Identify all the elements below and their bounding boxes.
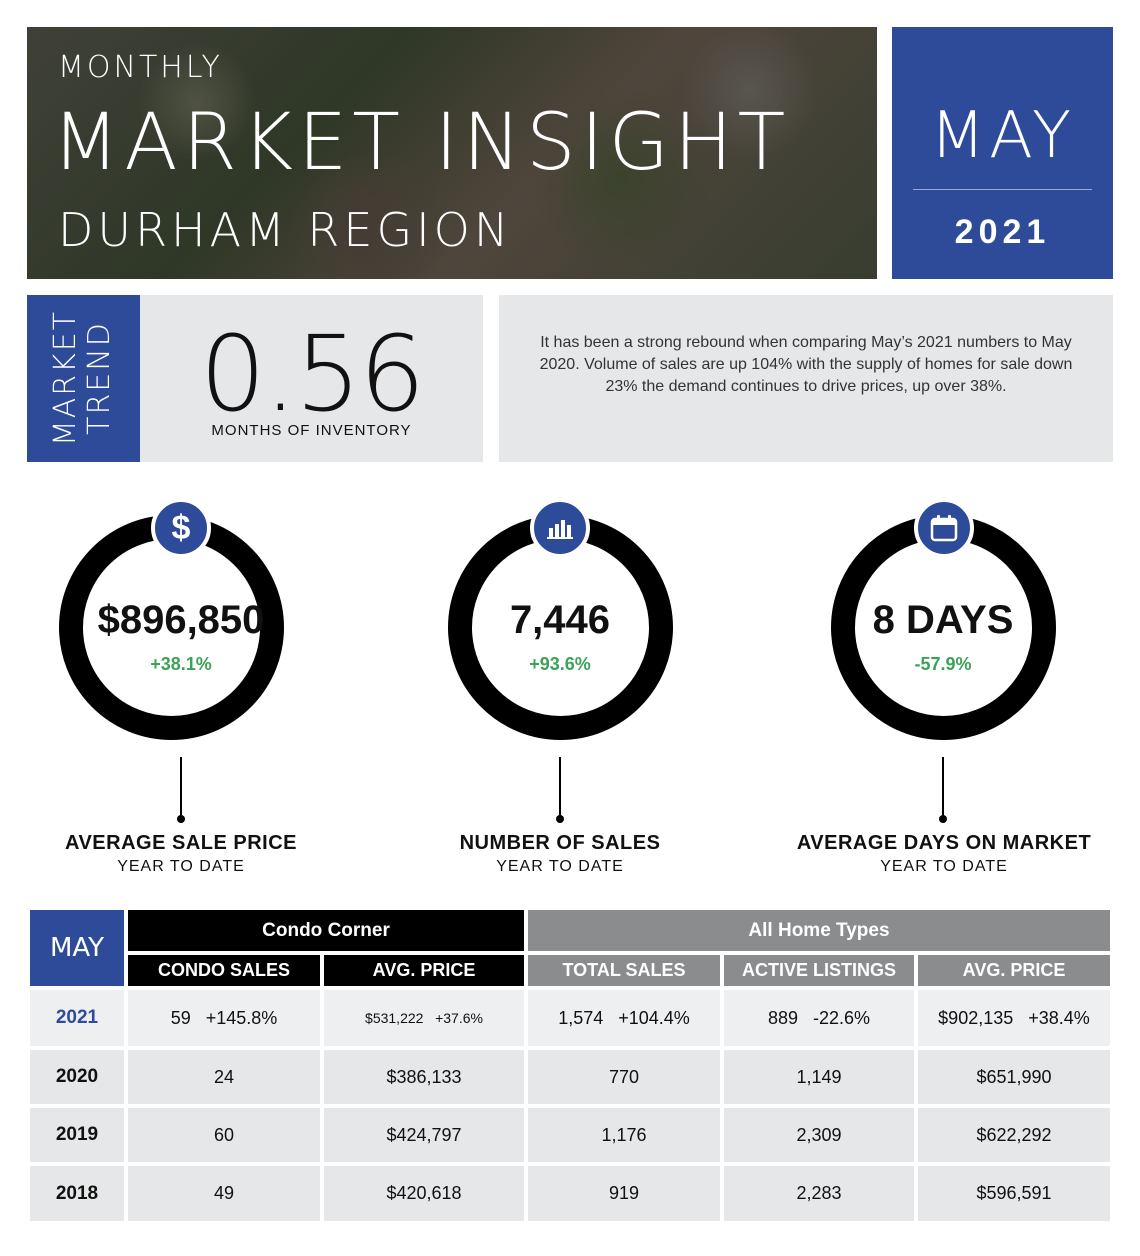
dollar-icon: $: [151, 498, 211, 558]
stat-change-days: -57.9%: [914, 654, 972, 674]
table-cell: $622,292: [918, 1108, 1110, 1162]
stat-value-price: $896,850: [97, 598, 265, 642]
stat-label-price: AVERAGE SALE PRICE: [65, 832, 297, 854]
header-photo-banner: [27, 27, 877, 279]
months-of-inventory-panel: 0.56 MONTHS OF INVENTORY: [140, 295, 483, 462]
stat-connector: [559, 757, 561, 819]
table-cell: $531,222 +37.6%: [324, 990, 524, 1046]
stat-sub-sales: YEAR TO DATE: [496, 858, 624, 875]
table-cell: 2,283: [724, 1166, 914, 1221]
date-month: MAY: [929, 99, 1076, 173]
table-cell: 770: [528, 1050, 720, 1104]
table-cell: 60: [128, 1108, 320, 1162]
date-badge: MAY 2021: [892, 27, 1113, 279]
calendar-icon: [914, 498, 974, 558]
bar-chart-icon: [530, 498, 590, 558]
table-cell: 1,574 +104.4%: [528, 990, 720, 1046]
trend-tag-line-2: TREND: [82, 321, 117, 435]
stat-connector-dot: [556, 815, 564, 823]
stat-connector-dot: [939, 815, 947, 823]
table-cell: 889 -22.6%: [724, 990, 914, 1046]
region-title: DURHAM REGION: [58, 203, 513, 257]
table-corner-month: MAY: [30, 910, 124, 986]
table-cell: 24: [128, 1050, 320, 1104]
stat-connector: [180, 757, 182, 819]
market-summary-text: It has been a strong rebound when compar…: [539, 334, 1073, 395]
stat-value-days: 8 DAYS: [872, 598, 1014, 642]
table-cell: $902,135 +38.4%: [918, 990, 1110, 1046]
market-summary-panel: It has been a strong rebound when compar…: [499, 295, 1113, 462]
table-cell: 2,309: [724, 1108, 914, 1162]
header-eyebrow: MONTHLY: [58, 50, 223, 85]
table-row-year: 2020: [30, 1050, 124, 1104]
table-cell: 1,149: [724, 1050, 914, 1104]
table-cell: $651,990: [918, 1050, 1110, 1104]
table-cell: $386,133: [324, 1050, 524, 1104]
stat-connector: [942, 757, 944, 819]
table-cell: 49: [128, 1166, 320, 1221]
stat-change-price: +38.1%: [150, 654, 212, 674]
table-cell: $424,797: [324, 1108, 524, 1162]
date-year: 2021: [954, 213, 1051, 251]
stat-label-days: AVERAGE DAYS ON MARKET: [796, 832, 1092, 854]
stat-change-sales: +93.6%: [529, 654, 591, 674]
stat-label-sales: NUMBER OF SALES: [459, 832, 661, 854]
column-header: AVG. PRICE: [918, 955, 1110, 986]
column-header: AVG. PRICE: [324, 955, 524, 986]
stat-sub-price: YEAR TO DATE: [117, 858, 245, 875]
column-header: CONDO SALES: [128, 955, 320, 986]
market-trend-tag: MARKET TREND: [27, 295, 140, 462]
table-cell: 1,176: [528, 1108, 720, 1162]
column-header: ACTIVE LISTINGS: [724, 955, 914, 986]
months-of-inventory-label: MONTHS OF INVENTORY: [211, 422, 412, 439]
table-cell: $596,591: [918, 1166, 1110, 1221]
table-cell: $420,618: [324, 1166, 524, 1221]
table-row-year: 2021: [30, 990, 124, 1046]
table-row-year: 2019: [30, 1108, 124, 1162]
all-home-types-header: All Home Types: [528, 910, 1110, 951]
table-cell: 59 +145.8%: [128, 990, 320, 1046]
market-trend-label: MARKET TREND: [48, 309, 117, 447]
stat-value-sales: 7,446: [509, 598, 611, 642]
date-divider: [913, 189, 1092, 190]
page-title: MARKET INSIGHT: [52, 98, 791, 188]
stat-connector-dot: [177, 815, 185, 823]
months-of-inventory-value: 0.56: [199, 313, 426, 435]
condo-corner-header: Condo Corner: [128, 910, 524, 951]
table-row-year: 2018: [30, 1166, 124, 1221]
column-header: TOTAL SALES: [528, 955, 720, 986]
stat-sub-days: YEAR TO DATE: [880, 858, 1008, 875]
trend-tag-line-1: MARKET: [48, 309, 83, 447]
table-cell: 919: [528, 1166, 720, 1221]
